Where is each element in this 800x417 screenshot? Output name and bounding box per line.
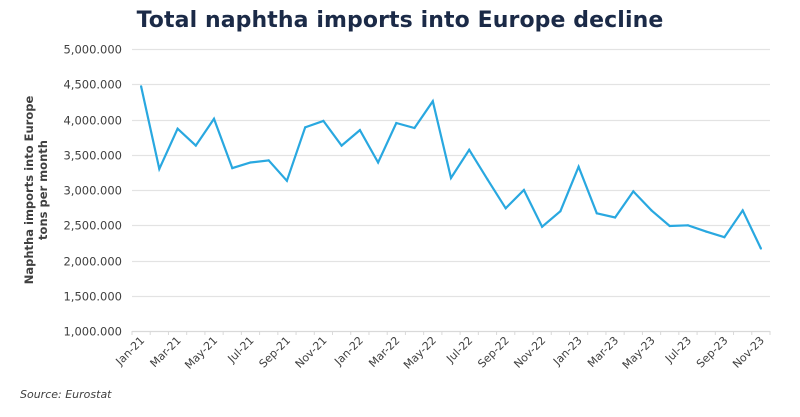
y-axis-ticks: 1,000.000 1,500.000 2,000.000 2,500.000 3,00… — [63, 43, 122, 339]
x-tick-label: Nov-22 — [511, 334, 548, 371]
chart-title: Total naphtha imports into Europe declin… — [136, 8, 664, 33]
data-point — [759, 247, 763, 250]
data-point — [413, 126, 416, 130]
data-point — [377, 161, 380, 164]
y-tick-label: 5,000.000 — [63, 43, 122, 57]
x-tick-label: Jul-23 — [662, 334, 694, 366]
data-point — [395, 121, 398, 125]
y-axis-label: Naphtha imports into Europe tons per mon… — [22, 96, 50, 285]
data-point — [468, 148, 471, 151]
data-point — [322, 119, 325, 122]
data-point — [595, 212, 598, 215]
data-point — [449, 176, 453, 180]
x-axis — [131, 330, 771, 335]
y-tick-label: 2,500.000 — [63, 219, 122, 233]
data-point — [486, 178, 489, 181]
data-point — [504, 207, 507, 210]
x-tick-label: Nov-21 — [293, 334, 330, 371]
data-point — [140, 85, 143, 88]
data-point — [723, 236, 726, 239]
gridlines — [132, 48, 770, 298]
x-tick-label: Sep-22 — [475, 334, 512, 371]
series-line — [140, 86, 762, 249]
x-tick-label: Mar-22 — [366, 334, 402, 370]
data-point — [249, 161, 252, 164]
x-tick-label: Mar-21 — [148, 334, 184, 370]
x-tick-label: Mar-23 — [585, 334, 621, 370]
data-point — [304, 126, 307, 129]
data-point — [705, 230, 708, 233]
x-tick-label: May-22 — [401, 334, 439, 372]
data-point — [176, 127, 179, 130]
y-tick-label: 4,000.000 — [63, 114, 122, 128]
y-axis-label-line-1: Naphtha imports into Europe — [22, 96, 36, 285]
x-tick-label: Sep-23 — [694, 334, 731, 371]
y-tick-label: 3,500.000 — [63, 149, 122, 163]
data-point — [231, 167, 234, 170]
y-tick-label: 2,000.000 — [63, 255, 122, 269]
data-point — [431, 100, 434, 103]
y-tick-label: 1,500.000 — [63, 290, 122, 304]
data-point — [577, 165, 580, 168]
x-tick-label: Jul-21 — [225, 334, 257, 366]
data-point — [650, 209, 653, 212]
data-point — [668, 224, 671, 228]
y-tick-label: 4,500.000 — [63, 78, 122, 92]
x-tick-label: Nov-23 — [730, 334, 767, 371]
y-axis-label-line-2: tons per month — [36, 140, 50, 240]
source-note: Source: Eurostat — [20, 388, 112, 401]
data-point — [358, 129, 361, 132]
x-tick-label: Jan-22 — [331, 334, 366, 369]
x-tick-label: May-21 — [182, 334, 220, 372]
x-tick-label: Jul-22 — [443, 334, 475, 366]
data-point — [686, 224, 690, 227]
data-point — [741, 209, 744, 212]
data-point — [559, 210, 562, 213]
data-point — [614, 216, 617, 219]
data-point — [340, 144, 343, 147]
data-point — [212, 117, 216, 120]
data-point — [158, 167, 161, 170]
y-tick-label: 1,000.000 — [63, 325, 122, 339]
y-tick-label: 3,000.000 — [63, 184, 122, 198]
data-point — [194, 144, 197, 147]
data-point — [541, 225, 544, 228]
x-tick-label: Jan-21 — [113, 334, 148, 369]
data-point — [632, 190, 635, 193]
x-tick-label: Jan-23 — [550, 334, 585, 369]
x-tick-label: May-23 — [620, 334, 658, 372]
x-tick-label: Sep-21 — [257, 334, 294, 371]
data-point — [267, 159, 270, 162]
series-layer — [140, 85, 763, 250]
data-point — [285, 179, 288, 182]
data-point — [522, 188, 526, 192]
